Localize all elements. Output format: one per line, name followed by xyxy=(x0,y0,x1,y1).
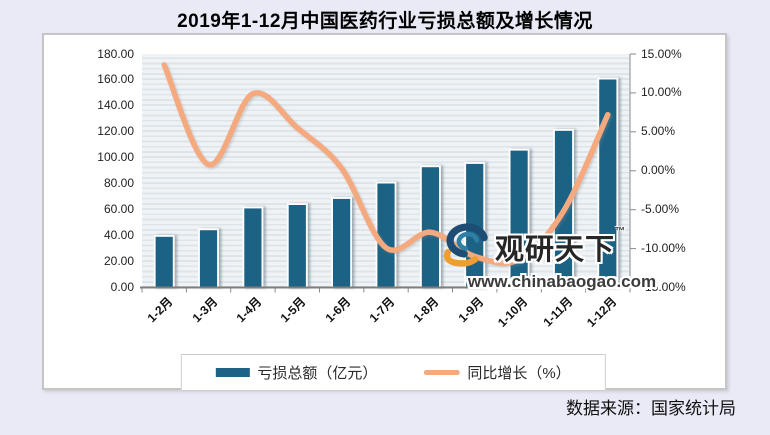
y-right-tick-label: -10.00% xyxy=(641,241,686,256)
y-right-tick-label: 5.00% xyxy=(641,124,676,139)
combo-chart xyxy=(140,53,636,293)
x-tick-label: 1-8月 xyxy=(411,294,442,326)
y-left-tick-label: 160.00 xyxy=(97,72,134,87)
x-tick-label: 1-4月 xyxy=(233,294,265,326)
y-axis-left-labels: 180.00 160.00 140.00 120.00 100.00 80.00 60.00… xyxy=(70,47,134,295)
y-left-tick-label: 80.00 xyxy=(103,176,134,191)
x-tick-label: 1-5月 xyxy=(277,294,309,326)
watermark-url: www.chinabaogao.com xyxy=(467,272,657,291)
legend-item-yoy-growth: 同比增长（%） xyxy=(423,362,571,383)
watermark-tm: ™ xyxy=(615,225,627,237)
yoy-growth-line xyxy=(161,62,611,266)
y-right-tick-label: -15.00% xyxy=(641,280,686,294)
x-tick-label: 1-7月 xyxy=(366,294,398,326)
y-left-tick-label: 20.00 xyxy=(103,254,134,269)
x-tick-label: 1-2月 xyxy=(144,294,176,326)
y-left-tick-label: 60.00 xyxy=(103,202,134,217)
watermark-swirl-logo-icon xyxy=(437,219,495,274)
y-right-tick-label: 15.00% xyxy=(641,46,682,61)
chart-title: 2019年1-12月中国医药行业亏损总额及增长情况 xyxy=(177,11,593,32)
y-right-tick-label: -5.00% xyxy=(641,202,680,217)
x-axis-labels: 1-2月 1-3月 1-4月 1-5月 1-6月 1-7月 1-8月 1-9月 1-10月 1-1… xyxy=(142,293,630,345)
line-series-swatch-icon xyxy=(423,370,460,375)
x-tick-label: 1-9月 xyxy=(455,294,487,326)
bar-1-6月 xyxy=(331,197,353,289)
bar-1-3月 xyxy=(198,228,219,289)
y-left-tick-label: 180.00 xyxy=(97,46,134,61)
x-tick-label: 1-10月 xyxy=(495,294,531,330)
legend-label-yoy-growth: 同比增长（%） xyxy=(467,365,571,382)
x-tick-label: 1-12月 xyxy=(583,294,620,330)
bar-series-swatch-icon xyxy=(215,368,250,377)
x-tick-label: 1-3月 xyxy=(189,294,220,326)
y-left-tick-label: 120.00 xyxy=(97,124,134,139)
bar-1-5月 xyxy=(286,203,308,289)
bar-1-4月 xyxy=(242,206,264,289)
legend-label-loss-total: 亏损总额（亿元） xyxy=(257,365,378,382)
y-left-tick-label: 100.00 xyxy=(97,150,134,165)
legend-item-loss-total: 亏损总额（亿元） xyxy=(215,362,377,383)
y-right-tick-label: 0.00% xyxy=(641,163,676,178)
x-tick-label: 1-11月 xyxy=(539,294,575,330)
watermark-brand: 观研天下™ xyxy=(495,225,627,266)
bar-1-7月 xyxy=(375,181,397,289)
data-source: 数据来源：国家统计局 xyxy=(566,399,736,418)
y-left-tick-label: 40.00 xyxy=(103,228,134,243)
y-right-tick-label: 10.00% xyxy=(641,85,682,100)
chart-frame: 180.00 160.00 140.00 120.00 100.00 80.00 60.00… xyxy=(42,33,727,391)
y-left-tick-label: 0.00 xyxy=(110,280,134,294)
legend: 亏损总额（亿元） 同比增长（%） xyxy=(180,354,606,391)
y-axis-right-labels: 15.00% 10.00% 5.00% 0.00% -5.00% -10.00% -15.0… xyxy=(641,47,711,295)
y-left-tick-label: 140.00 xyxy=(97,98,134,113)
watermark: 观研天下™ www.chinabaogao.com xyxy=(437,219,687,292)
bar-1-2月 xyxy=(153,234,175,289)
x-tick-label: 1-6月 xyxy=(322,294,353,326)
